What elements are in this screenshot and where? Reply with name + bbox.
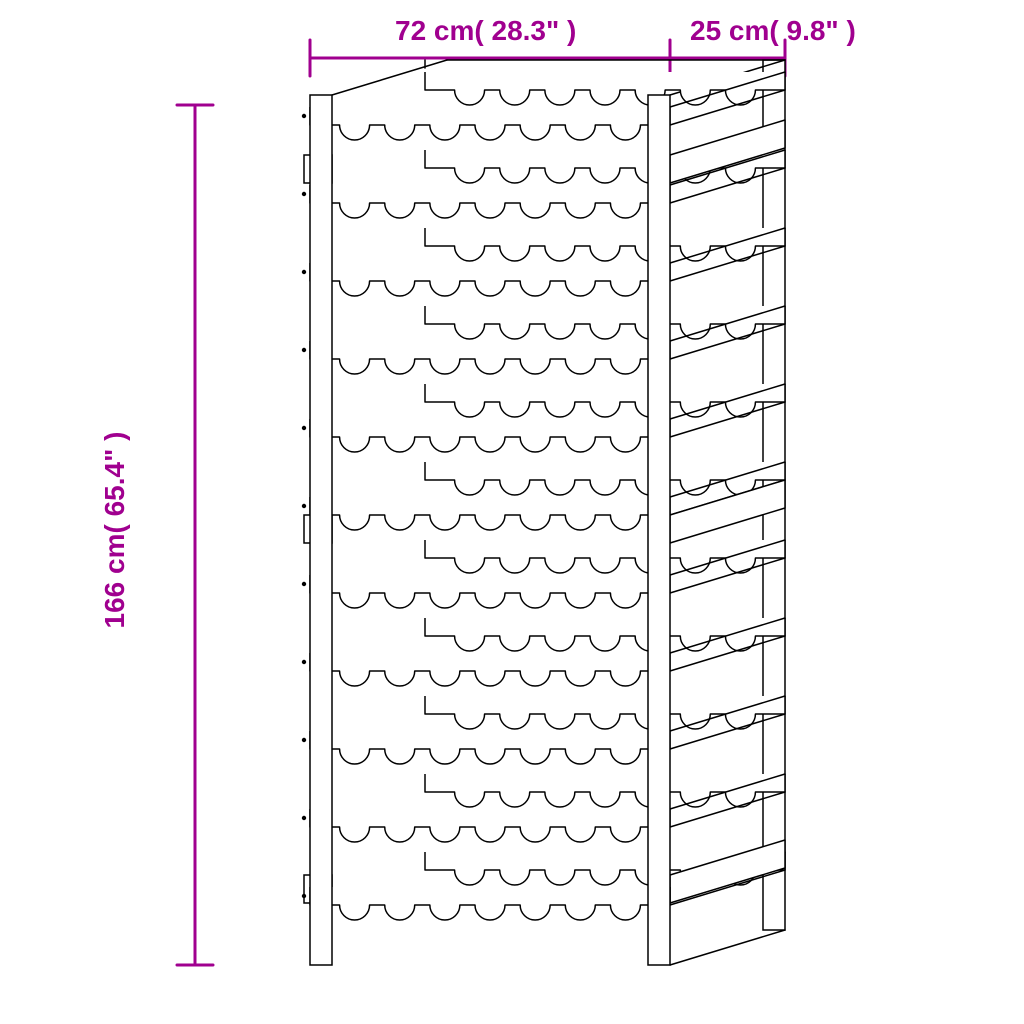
line-drawing [0, 0, 1024, 1024]
height-dimension-label: 166 cm( 65.4" ) [99, 432, 131, 629]
wine-rack-drawing [302, 60, 785, 965]
width-dimension-label: 72 cm( 28.3" ) [395, 15, 576, 47]
diagram-canvas: 166 cm( 65.4" ) 72 cm( 28.3" ) 25 cm( 9.… [0, 0, 1024, 1024]
depth-dimension-label: 25 cm( 9.8" ) [690, 15, 856, 47]
